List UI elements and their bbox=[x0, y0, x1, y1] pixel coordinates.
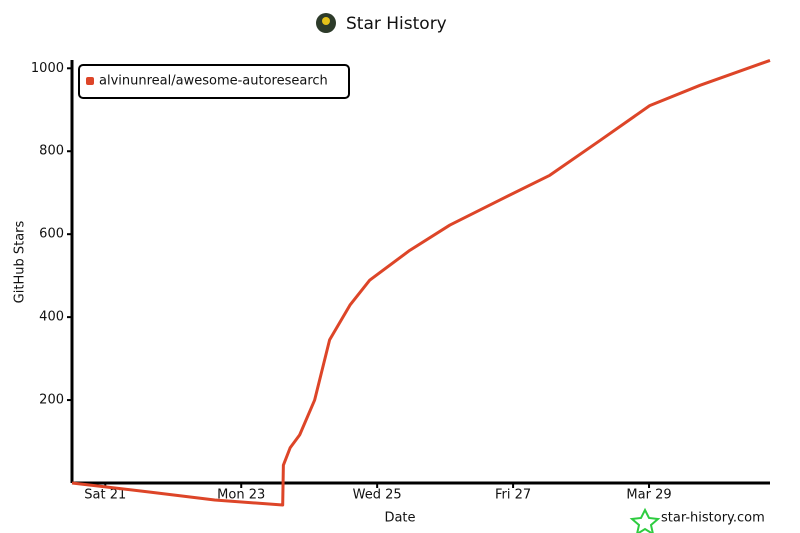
legend-swatch bbox=[86, 77, 94, 85]
x-tick-label: Sat 21 bbox=[84, 488, 126, 503]
legend-box bbox=[78, 64, 350, 99]
y-tick-label: 200 bbox=[39, 393, 64, 408]
y-tick-label: 400 bbox=[39, 310, 64, 325]
watermark-icon bbox=[629, 507, 661, 533]
y-tick-label: 1000 bbox=[31, 61, 64, 76]
watermark: star-history.com bbox=[661, 511, 765, 526]
x-tick-label: Wed 25 bbox=[353, 488, 402, 503]
x-tick-label: Mar 29 bbox=[626, 488, 671, 503]
y-tick-label: 600 bbox=[39, 227, 64, 242]
y-tick-label: 800 bbox=[39, 144, 64, 159]
line bbox=[71, 59, 771, 507]
chart-title: Star History bbox=[346, 14, 447, 34]
x-tick-label: Mon 23 bbox=[217, 488, 265, 503]
y-axis-label: GitHub Stars bbox=[13, 220, 28, 303]
x-tick-label: Fri 27 bbox=[495, 488, 531, 503]
logo-dot bbox=[322, 17, 330, 25]
legend-label: alvinunreal/awesome-autoresearch bbox=[99, 74, 328, 89]
x-axis-label: Date bbox=[384, 511, 415, 526]
